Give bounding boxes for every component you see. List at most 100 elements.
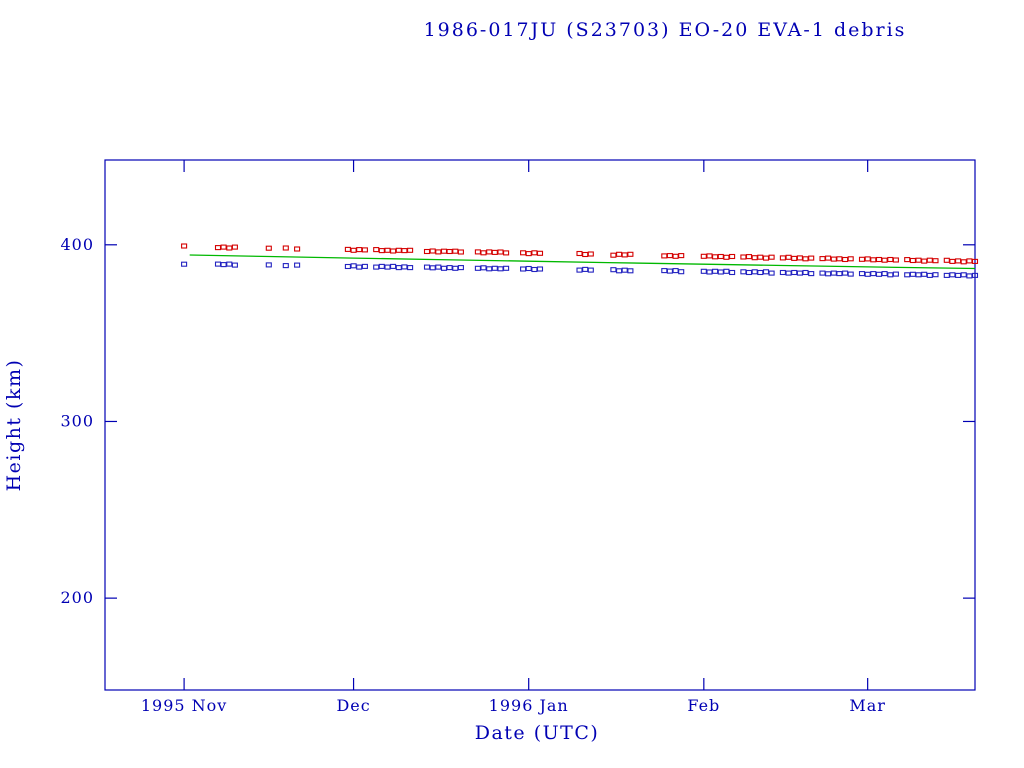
apogee-height-point bbox=[457, 249, 464, 255]
perigee-height-point bbox=[214, 261, 222, 267]
apogee-height-point bbox=[407, 247, 414, 253]
perigee-height-point bbox=[712, 268, 719, 274]
apogee-height-point bbox=[582, 251, 589, 258]
apogee-height-point bbox=[627, 251, 634, 257]
apogee-height-point bbox=[226, 245, 233, 251]
perigee-height-point bbox=[966, 273, 973, 279]
apogee-height-point bbox=[700, 253, 707, 259]
perigee-height-point bbox=[909, 271, 916, 277]
apogee-height-point bbox=[836, 256, 843, 262]
perigee-height-point bbox=[525, 265, 532, 272]
apogee-height-point bbox=[966, 258, 973, 264]
perigee-height-point bbox=[265, 262, 272, 268]
apogee-height-point bbox=[452, 248, 459, 254]
y-tick-label: 400 bbox=[60, 235, 94, 254]
perigee-height-point bbox=[875, 271, 883, 277]
x-tick-label: Dec bbox=[336, 696, 370, 715]
apogee-height-point bbox=[802, 256, 809, 262]
apogee-height-point bbox=[520, 250, 527, 256]
apogee-height-point bbox=[525, 251, 532, 257]
apogee-height-point bbox=[265, 245, 272, 251]
y-tick-label: 300 bbox=[60, 411, 94, 430]
perigee-height-point bbox=[220, 262, 227, 268]
perigee-height-point bbox=[373, 264, 380, 270]
perigee-height-point bbox=[796, 270, 803, 276]
perigee-height-point bbox=[395, 265, 402, 271]
apogee-height-point bbox=[712, 254, 719, 260]
perigee-height-point bbox=[480, 265, 487, 271]
apogee-height-point bbox=[723, 254, 730, 260]
perigee-height-point bbox=[384, 264, 391, 270]
apogee-height-point bbox=[842, 256, 849, 263]
apogee-height-point bbox=[576, 250, 583, 257]
perigee-height-point bbox=[700, 268, 707, 274]
perigee-height-point bbox=[378, 263, 385, 269]
apogee-height-point bbox=[390, 248, 397, 254]
perigee-height-point bbox=[666, 268, 673, 274]
apogee-height-point bbox=[819, 256, 826, 262]
perigee-height-point bbox=[390, 263, 397, 269]
apogee-height-point bbox=[395, 247, 402, 253]
perigee-height-point bbox=[819, 270, 826, 276]
apogee-height-point bbox=[717, 253, 724, 260]
apogee-height-point bbox=[480, 250, 487, 256]
perigee-height-point bbox=[457, 265, 464, 271]
apogee-height-point bbox=[497, 249, 504, 255]
perigee-height-point bbox=[785, 270, 792, 276]
apogee-height-point bbox=[531, 250, 538, 256]
perigee-height-point bbox=[678, 269, 685, 275]
apogee-height-point bbox=[909, 257, 916, 264]
apogee-height-point bbox=[536, 250, 544, 256]
perigee-height-point bbox=[932, 272, 939, 278]
perigee-height-point bbox=[943, 272, 950, 278]
perigee-height-point bbox=[745, 269, 753, 276]
chart-title: 1986-017JU (S23703) EO-20 EVA-1 debris bbox=[424, 19, 907, 41]
perigee-height-point bbox=[474, 265, 481, 271]
perigee-height-point bbox=[915, 272, 922, 278]
apogee-height-point bbox=[881, 257, 888, 263]
x-tick-label: Mar bbox=[849, 696, 886, 715]
perigee-height-point bbox=[616, 268, 623, 274]
apogee-height-point bbox=[220, 244, 227, 250]
perigee-height-point bbox=[587, 267, 594, 273]
apogee-height-point bbox=[887, 256, 894, 263]
apogee-height-point bbox=[446, 248, 453, 255]
perigee-height-point bbox=[627, 268, 634, 274]
apogee-height-point bbox=[740, 254, 747, 260]
apogee-height-point bbox=[943, 257, 950, 263]
perigee-height-point bbox=[486, 266, 493, 272]
perigee-height-point bbox=[921, 271, 928, 277]
perigee-height-point bbox=[881, 271, 888, 277]
apogee-height-point bbox=[621, 252, 628, 258]
apogee-height-point bbox=[858, 256, 866, 262]
apogee-height-point bbox=[779, 255, 786, 261]
apogee-height-point bbox=[616, 251, 623, 257]
apogee-height-point bbox=[503, 250, 510, 256]
apogee-height-point bbox=[960, 259, 967, 265]
apogee-height-point bbox=[751, 255, 758, 261]
perigee-height-point bbox=[751, 269, 758, 275]
apogee-height-point bbox=[401, 248, 408, 254]
apogee-height-point bbox=[870, 257, 877, 263]
apogee-height-point bbox=[661, 253, 668, 259]
perigee-height-point bbox=[576, 267, 583, 273]
apogee-height-point bbox=[378, 248, 385, 254]
perigee-height-point bbox=[887, 272, 894, 278]
apogee-height-point bbox=[361, 247, 368, 253]
apogee-height-point bbox=[864, 256, 871, 262]
perigee-height-point bbox=[497, 266, 504, 272]
apogee-height-point bbox=[921, 258, 928, 264]
perigee-height-point bbox=[836, 271, 843, 277]
perigee-height-point bbox=[435, 264, 442, 270]
apogee-height-point bbox=[231, 244, 238, 250]
perigee-height-point bbox=[960, 272, 967, 278]
apogee-height-point bbox=[423, 248, 431, 255]
apogee-height-point bbox=[181, 243, 188, 249]
apogee-height-point bbox=[610, 252, 617, 258]
apogee-height-point bbox=[666, 253, 673, 259]
apogee-height-point bbox=[762, 255, 770, 261]
perigee-height-point bbox=[904, 272, 911, 278]
perigee-height-point bbox=[926, 272, 933, 278]
apogee-height-point bbox=[384, 247, 391, 253]
